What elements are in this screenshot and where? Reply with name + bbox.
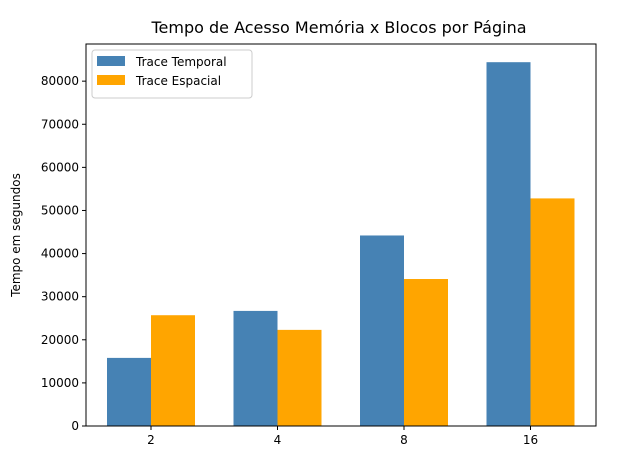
y-tick-label: 10000 <box>41 376 79 390</box>
legend-label: Trace Espacial <box>135 74 221 88</box>
y-tick-label: 60000 <box>41 160 79 174</box>
legend: Trace Temporal Trace Espacial <box>91 49 253 99</box>
plot-frame <box>85 43 597 427</box>
chart-title: Tempo de Acesso Memória x Blocos por Pág… <box>150 18 526 37</box>
bar-trace-temporal-2 <box>107 357 151 426</box>
y-axis: 0 10000 20000 30000 40000 50000 60000 70000 8000… <box>41 74 86 433</box>
x-tick-label: 16 <box>523 433 538 447</box>
legend-swatch <box>97 56 125 66</box>
bar-trace-temporal-4 <box>233 310 278 426</box>
bar-trace-espacial-4 <box>277 329 322 426</box>
bar-trace-espacial-8 <box>404 279 448 426</box>
x-tick-label: 8 <box>400 433 408 447</box>
legend-box <box>91 49 253 99</box>
x-tick-label: 2 <box>147 433 155 447</box>
bar-trace-espacial-16 <box>530 198 575 426</box>
plot-area <box>107 62 575 426</box>
legend-label: Trace Temporal <box>135 55 227 69</box>
y-tick-label: 20000 <box>41 333 79 347</box>
bar-trace-temporal-16 <box>486 62 531 426</box>
y-tick-label: 70000 <box>41 117 79 131</box>
y-tick-label: 0 <box>71 419 79 433</box>
x-tick-label: 4 <box>274 433 282 447</box>
x-axis: 2 4 8 16 <box>147 426 538 447</box>
y-tick-label: 80000 <box>41 74 79 88</box>
y-tick-label: 50000 <box>41 203 79 217</box>
y-axis-label: Tempo em segundos <box>9 173 23 298</box>
y-tick-label: 40000 <box>41 247 79 261</box>
bar-trace-temporal-8 <box>360 235 404 426</box>
y-tick-label: 30000 <box>41 290 79 304</box>
legend-swatch <box>97 75 125 85</box>
bar-trace-espacial-2 <box>151 315 195 426</box>
